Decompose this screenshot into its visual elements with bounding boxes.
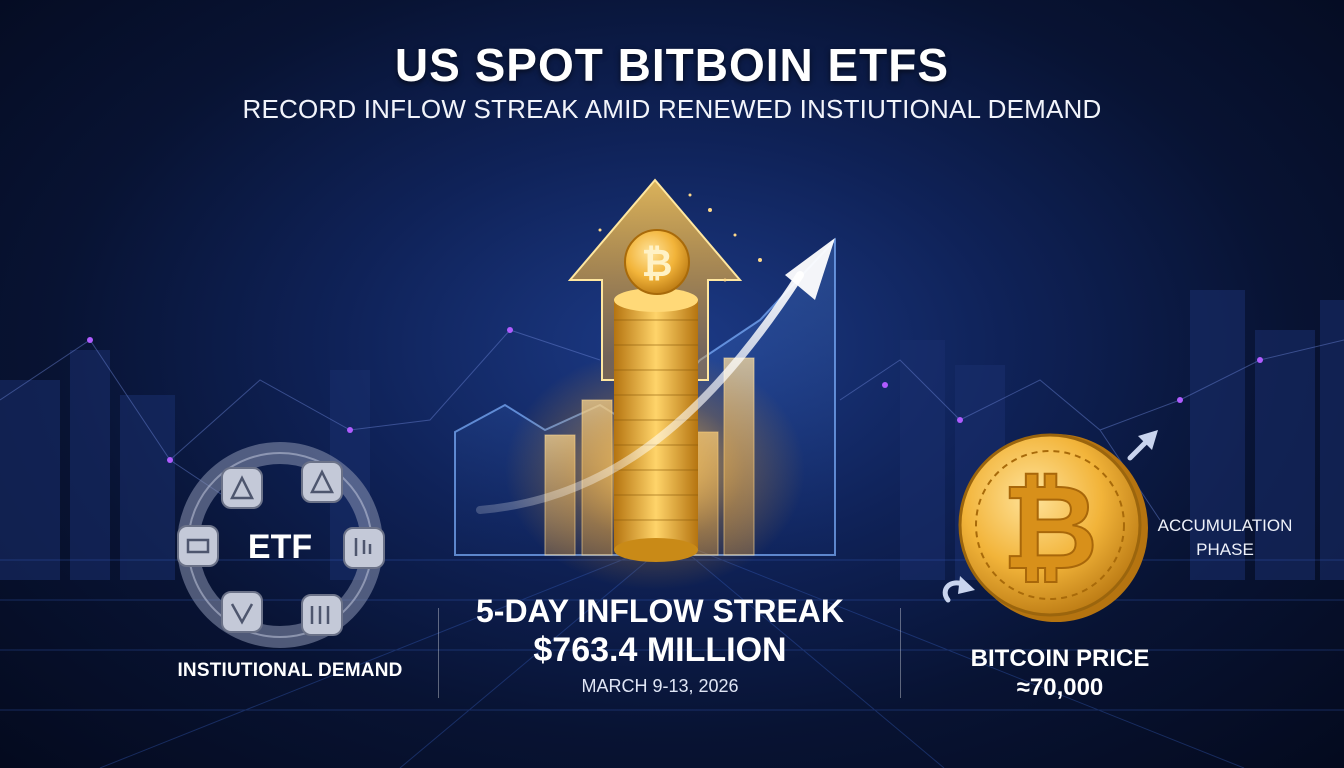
institution-icon bbox=[221, 591, 263, 633]
date-range: MARCH 9-13, 2026 bbox=[581, 676, 739, 696]
bitcoin-coin-large: ₿ bbox=[958, 433, 1148, 622]
coin-stack bbox=[614, 288, 698, 562]
inflow-amount: $763.4 MILLION bbox=[533, 631, 787, 669]
institution-icon bbox=[301, 461, 343, 503]
accumulation-phase-line2: PHASE bbox=[1196, 540, 1254, 559]
institution-icon bbox=[177, 525, 219, 567]
svg-text:₿: ₿ bbox=[1002, 458, 1098, 596]
svg-text:₿: ₿ bbox=[642, 241, 673, 285]
inflow-stats: 5-DAY INFLOW STREAK $763.4 MILLION MARCH… bbox=[440, 592, 880, 697]
page-subtitle: RECORD INFLOW STREAK AMID RENEWED INSTIU… bbox=[242, 94, 1102, 124]
sparkles bbox=[598, 193, 762, 282]
accumulation-phase-label: ACCUMULATION PHASE bbox=[1150, 514, 1300, 562]
bitcoin-price-value: ≈70,000 bbox=[1016, 674, 1104, 701]
bitcoin-price-label: BITCOIN PRICE bbox=[970, 645, 1150, 672]
network-nodes bbox=[87, 327, 1263, 463]
streak-label: 5-DAY INFLOW STREAK bbox=[475, 593, 845, 629]
divider-left bbox=[438, 608, 439, 698]
etf-ring-label: ETF bbox=[247, 528, 313, 566]
institution-icon bbox=[301, 594, 343, 636]
page-title: US SPOT BITBOIN ETFS bbox=[394, 39, 950, 91]
accumulation-phase-line1: ACCUMULATION bbox=[1157, 516, 1293, 535]
institutional-demand-caption: INSTIUTIONAL DEMAND bbox=[177, 660, 403, 681]
institution-icon bbox=[221, 467, 263, 509]
divider-right bbox=[900, 608, 901, 698]
bitcoin-coin-top: ₿ bbox=[624, 229, 690, 295]
growth-swoosh-arrow bbox=[476, 271, 804, 514]
